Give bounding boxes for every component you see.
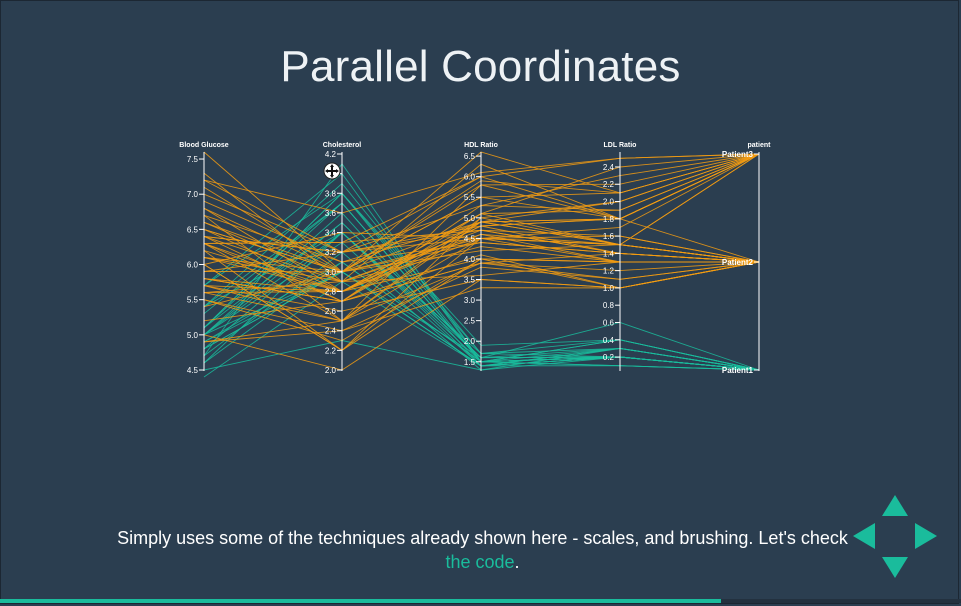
tick-label: 0.2 [603,353,615,362]
axes-layer[interactable]: Blood Glucose 7.5 7.0 6.5 6.0 5.5 5.0 4.5 Choles… [179,142,771,375]
the-code-link[interactable]: the code [445,552,515,572]
axis-ldl-ratio[interactable]: LDL Ratio 2.4 2.2 2.0 1.8 1.6 1.4 1.2 1.0 0.8 0.6 0… [603,142,637,371]
tick-label: 2.8 [325,287,337,296]
tick-label: 0.4 [603,336,615,345]
tick-label: 1.8 [603,215,615,224]
axis-title: patient [748,142,772,149]
tick-label: 5.0 [464,214,476,223]
tick-label: 3.8 [325,189,337,198]
tick-label: 6.0 [187,261,199,270]
slide-title: Parallel Coordinates [280,42,681,91]
tick-label: Patient1 [722,366,754,375]
tick-label: 3.2 [325,248,337,257]
tick-label: 6.5 [464,152,476,161]
tick-label: 4.5 [187,366,199,375]
tick-label: 2.4 [603,163,615,172]
tick-label: 2.0 [603,198,615,207]
caption-text: Simply uses some of the techniques alrea… [117,528,848,548]
tick-label: Patient2 [722,258,754,267]
tick-label: 4.5 [464,234,476,243]
tick-label: 2.2 [325,346,337,355]
tick-label: 1.0 [603,284,615,293]
tick-label: 3.5 [464,276,476,285]
nav-left-icon[interactable] [853,523,875,549]
progress-fill [0,599,721,603]
axis-cholesterol[interactable]: Cholesterol4.24.03.83.63.43.23.02.82.62.… [323,142,362,375]
tick-label: 3.0 [464,296,476,305]
tick-label: 2.2 [603,180,615,189]
nav-right-icon[interactable] [915,523,937,549]
caption-end: . [514,552,520,572]
tick-label: 5.5 [187,296,199,305]
tick-label: 1.2 [603,267,615,276]
axis-title: Cholesterol [323,142,362,149]
tick-label: 3.4 [325,229,337,238]
nav-down-icon[interactable] [882,557,908,578]
tick-label: 7.5 [187,155,199,164]
tick-label: 3.0 [325,268,337,277]
tick-label: 0.8 [603,301,615,310]
move-cursor-icon [323,162,341,180]
tick-label: 7.0 [187,190,199,199]
tick-label: 5.5 [464,193,476,202]
tick-label: 3.6 [325,209,337,218]
tick-label: 6.0 [464,173,476,182]
tick-label: 4.0 [464,255,476,264]
tick-label: 5.0 [187,331,199,340]
tick-label: Patient3 [722,150,754,159]
tick-label: 1.5 [464,358,476,367]
tick-label: 6.5 [187,225,199,234]
nav-up-icon[interactable] [882,495,908,516]
tick-label: 2.6 [325,307,337,316]
axis-title: Blood Glucose [179,142,229,149]
tick-label: 2.5 [464,317,476,326]
tick-label: 1.6 [603,232,615,241]
tick-label: 0.6 [603,318,615,327]
tick-label: 2.0 [325,366,337,375]
axis-blood-glucose[interactable]: Blood Glucose 7.5 7.0 6.5 6.0 5.5 5.0 4.5 [179,142,229,375]
slide-caption: Simply uses some of the techniques alrea… [110,526,855,574]
tick-label: 1.4 [603,249,615,258]
progress-bar [0,599,961,603]
tick-label: 2.0 [464,337,476,346]
axis-title: LDL Ratio [604,142,637,149]
tick-label: 4.2 [325,150,337,159]
axis-hdl-ratio[interactable]: HDL Ratio 6.5 6.0 5.5 5.0 4.5 4.0 3.5 3.0 2.5 2.0 1… [464,142,498,371]
tick-label: 2.4 [325,327,337,336]
axis-title: HDL Ratio [464,142,498,149]
